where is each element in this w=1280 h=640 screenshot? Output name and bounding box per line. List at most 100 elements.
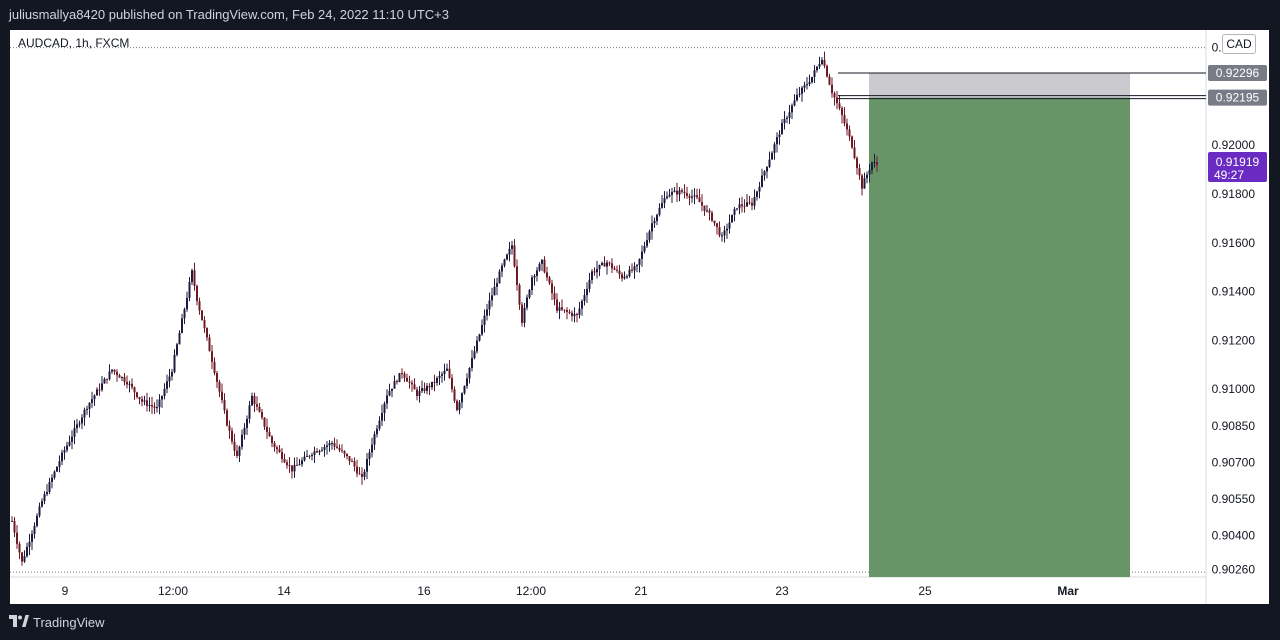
y-tick-label: 0.91200 xyxy=(1212,333,1256,347)
candle-body xyxy=(581,300,583,309)
candle-body xyxy=(106,378,108,380)
candle-body xyxy=(668,194,671,197)
candle-body xyxy=(153,406,156,408)
candle-body xyxy=(366,458,368,472)
y-tick-label: 0.91600 xyxy=(1212,236,1256,250)
candle-body xyxy=(698,197,701,203)
candle-body xyxy=(631,269,633,271)
candle-body xyxy=(843,115,846,124)
candle-body xyxy=(458,402,461,411)
candle-body xyxy=(633,266,636,271)
publish-text: juliusmallya8420 published on TradingVie… xyxy=(9,7,449,22)
candle-body xyxy=(793,100,796,106)
candle-body xyxy=(703,205,706,211)
candle-body xyxy=(356,466,358,474)
candle-body xyxy=(291,465,293,472)
candle-body xyxy=(848,129,851,137)
candle-body xyxy=(446,368,448,371)
candle-body xyxy=(561,307,563,310)
candle-body xyxy=(368,452,371,459)
candle-body xyxy=(383,403,386,413)
candle-body xyxy=(358,473,361,475)
candle-body xyxy=(156,407,158,409)
candle-body xyxy=(326,445,328,447)
candle-body xyxy=(198,301,201,311)
candle-body xyxy=(453,389,456,401)
candle-body xyxy=(441,374,443,376)
candle-body xyxy=(168,376,171,382)
candle-body xyxy=(736,208,738,210)
candle-body xyxy=(771,152,773,160)
candle-body xyxy=(76,424,78,429)
candle-body xyxy=(418,391,421,397)
candle-body xyxy=(133,387,136,393)
candle-body xyxy=(796,94,798,101)
candle-body xyxy=(353,461,356,467)
candle-body xyxy=(16,532,18,544)
candle-body xyxy=(223,400,226,411)
candle-body xyxy=(121,377,123,379)
currency-badge[interactable]: CAD xyxy=(1222,34,1256,54)
candle-body xyxy=(253,395,256,405)
candle-body xyxy=(338,447,341,451)
candle-body xyxy=(718,227,721,236)
candle-body xyxy=(346,453,348,457)
y-tick-label: 0.90550 xyxy=(1212,492,1256,506)
candle-body xyxy=(311,454,313,457)
candle-body xyxy=(516,266,518,286)
candle-body xyxy=(486,309,488,316)
candle-body xyxy=(498,271,501,284)
candle-body xyxy=(573,313,576,317)
candle-body xyxy=(61,452,63,462)
candle-body xyxy=(751,202,753,206)
candle-body xyxy=(101,383,103,390)
candle-body xyxy=(763,171,766,176)
candle-body xyxy=(606,262,608,267)
candle-body xyxy=(861,175,863,189)
footer-brand[interactable]: TradingView xyxy=(33,615,105,630)
candle-body xyxy=(696,195,698,198)
candle-body xyxy=(536,270,538,276)
candle-body xyxy=(408,381,411,383)
candle-body xyxy=(473,351,476,359)
candle-body xyxy=(533,275,536,278)
candle-body xyxy=(108,371,111,380)
candle-body xyxy=(388,390,391,396)
candle-body xyxy=(803,85,806,88)
candle-body xyxy=(876,162,878,165)
candle-body xyxy=(83,409,86,418)
candle-body xyxy=(98,389,101,391)
candle-body xyxy=(38,506,41,516)
candle-body xyxy=(306,455,308,457)
candle-body xyxy=(298,464,301,466)
candle-body xyxy=(413,384,416,390)
candle-body xyxy=(401,373,403,375)
candle-body xyxy=(23,556,26,562)
candle-body xyxy=(191,270,193,283)
candle-body xyxy=(91,399,93,403)
candle-body xyxy=(706,210,708,212)
candle-body xyxy=(813,70,816,78)
candle-body xyxy=(111,369,113,372)
candle-body xyxy=(391,388,393,391)
y-tick-label: 0.91400 xyxy=(1212,285,1256,299)
candle-body xyxy=(776,137,778,145)
candle-body xyxy=(43,494,46,502)
footer: TradingView xyxy=(0,604,1280,640)
candle-body xyxy=(126,381,128,385)
candle-body xyxy=(476,340,478,352)
candle-body xyxy=(211,351,213,362)
candlestick-chart[interactable]: 0.92000 0.91800 0.91600 0.91400 0.91200 0.910… xyxy=(10,30,1269,604)
candle-body xyxy=(643,246,646,252)
candle-body xyxy=(186,297,188,310)
candle-body xyxy=(256,404,258,407)
candle-body xyxy=(21,552,23,562)
candle-body xyxy=(586,288,588,296)
chart-area[interactable]: 0.92000 0.91800 0.91600 0.91400 0.91200 0.910… xyxy=(10,30,1269,604)
candle-body xyxy=(286,462,288,466)
candle-body xyxy=(496,283,498,287)
candle-body xyxy=(436,378,438,383)
y-tick-label: 0.91000 xyxy=(1212,382,1256,396)
y-tick-label: 0.90700 xyxy=(1212,455,1256,469)
candle-body xyxy=(208,337,211,352)
